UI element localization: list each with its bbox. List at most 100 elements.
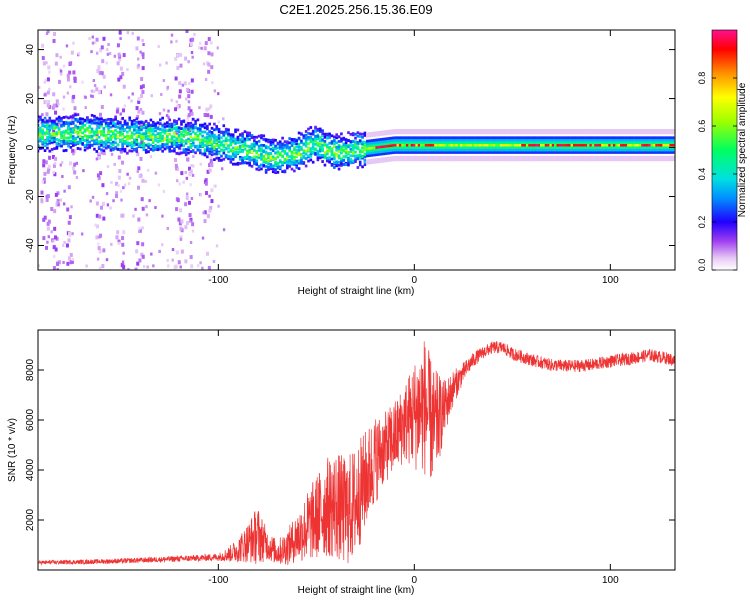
spectrogram-cell xyxy=(128,136,132,140)
spectrogram-cell xyxy=(337,135,341,139)
spectrogram-cell xyxy=(274,171,277,175)
spectrogram-cell xyxy=(382,152,386,156)
spectrogram-cell xyxy=(516,143,520,147)
spectrogram-cell xyxy=(57,144,61,148)
spectrogram-cell xyxy=(314,130,317,133)
spectrogram-cell xyxy=(46,129,49,133)
spectrogram-halo-cell xyxy=(631,131,635,135)
spectrogram-cell xyxy=(250,150,254,154)
spectrogram-cell xyxy=(335,136,339,140)
spectrogram-cell xyxy=(664,143,668,147)
spectrogram-cell xyxy=(302,151,306,155)
spectrogram-cell xyxy=(203,136,207,140)
spectrogram-cell xyxy=(38,115,40,119)
spectrogram-cell xyxy=(283,159,287,162)
spectrogram-noise-cell xyxy=(222,117,225,121)
spectrogram-halo-cell xyxy=(612,131,616,135)
spectrogram-noise-cell xyxy=(142,265,146,269)
spectrogram-halo-cell xyxy=(365,161,369,165)
spectrogram-cell xyxy=(652,151,656,154)
spectrogram-halo-cell xyxy=(615,129,618,132)
spectrogram-cell xyxy=(307,135,310,139)
spectrogram-cell xyxy=(436,143,440,147)
spectrogram-noise-cell xyxy=(95,201,99,206)
spectrogram-cell xyxy=(554,138,557,142)
spectrogram-cell xyxy=(478,148,482,152)
spectrogram-halo-cell xyxy=(502,131,505,135)
spectrogram-cell xyxy=(415,136,418,140)
spectrogram-cell xyxy=(321,147,324,150)
spectrogram-cell xyxy=(191,137,195,141)
spectrogram-halo-cell xyxy=(612,129,616,132)
spectrogram-cell xyxy=(485,143,489,147)
spectrogram-cell xyxy=(431,151,435,154)
spectrogram-cell xyxy=(422,148,426,152)
spectrogram-noise-cell xyxy=(118,168,122,173)
spectrogram-cell xyxy=(415,138,418,142)
spectrogram-cell xyxy=(295,159,299,163)
spectrogram-cell xyxy=(443,148,447,152)
spectrogram-cell xyxy=(50,134,54,138)
spectrogram-cell xyxy=(100,139,103,143)
spectrogram-cell xyxy=(549,151,553,154)
spectrogram-halo-cell xyxy=(502,158,505,162)
spectrogram-noise-cell xyxy=(176,65,180,70)
spectrogram-cell xyxy=(641,143,644,147)
spectrogram-cell xyxy=(605,136,609,140)
spectrogram-halo-cell xyxy=(556,131,560,135)
spectrogram-cell xyxy=(568,136,571,140)
spectrogram-halo-cell xyxy=(462,155,466,159)
spectrogram-halo-cell xyxy=(375,131,378,135)
spectrogram-cell xyxy=(166,146,169,150)
spectrogram-cell xyxy=(662,136,665,140)
spectrogram-cell xyxy=(417,141,421,145)
spectrogram-halo-cell xyxy=(537,158,541,162)
spectrogram-noise-cell xyxy=(100,205,104,210)
spectrogram-halo-cell xyxy=(401,129,404,132)
spectrogram-cell xyxy=(556,146,560,149)
spectrogram-cell xyxy=(156,145,160,148)
spectrogram-cell xyxy=(156,135,160,138)
spectrogram-cell xyxy=(438,146,442,149)
spectrogram-cell xyxy=(405,141,409,145)
spectrogram-halo-cell xyxy=(382,132,386,136)
spectrogram-cell xyxy=(358,132,362,136)
spectrogram-cell xyxy=(276,170,280,174)
spectrogram-cell xyxy=(565,146,569,149)
spectrogram-cell xyxy=(238,138,242,142)
spectrogram-cell xyxy=(267,168,270,171)
spectrogram-halo-cell xyxy=(467,158,470,162)
spectrogram-noise-cell xyxy=(178,94,182,99)
spectrogram-cell xyxy=(50,122,54,126)
spectrogram-cell xyxy=(532,146,536,149)
spectrogram-halo-cell xyxy=(391,158,395,162)
spectrogram-cell xyxy=(634,143,637,147)
spectrogram-cell xyxy=(424,146,428,149)
spectrogram-cell xyxy=(415,141,418,145)
spectrogram-cell xyxy=(502,143,505,147)
spectrogram-cell xyxy=(582,143,585,147)
spectrogram-halo-cell xyxy=(375,158,378,161)
spectrogram-cell xyxy=(71,120,75,124)
spectrogram-cell xyxy=(41,140,45,144)
spectrogram-cell xyxy=(321,154,324,157)
spectrogram-cell xyxy=(657,141,661,145)
spectrogram-noise-cell xyxy=(115,109,119,114)
spectrogram-cell xyxy=(191,141,195,145)
spectrogram-noise-cell xyxy=(97,246,101,251)
spectrogram-noise-cell xyxy=(178,221,182,226)
spectrogram-halo-cell xyxy=(610,158,614,162)
spectrogram-noise-cell xyxy=(141,84,145,89)
spectrogram-cell xyxy=(201,152,204,156)
spectrogram-noise-cell xyxy=(141,226,144,230)
spectrogram-halo-cell xyxy=(521,158,524,162)
spectrogram-cell xyxy=(46,119,49,123)
spectrogram-halo-cell xyxy=(615,131,618,135)
spectrogram-cell xyxy=(659,138,663,142)
spectrogram-halo-cell xyxy=(398,129,402,132)
spectrogram-cell xyxy=(603,141,607,145)
spectrogram-cell xyxy=(231,162,235,166)
spectrogram-cell xyxy=(203,149,207,153)
spectrogram-cell xyxy=(354,132,357,136)
spectrogram-halo-cell xyxy=(528,131,531,135)
